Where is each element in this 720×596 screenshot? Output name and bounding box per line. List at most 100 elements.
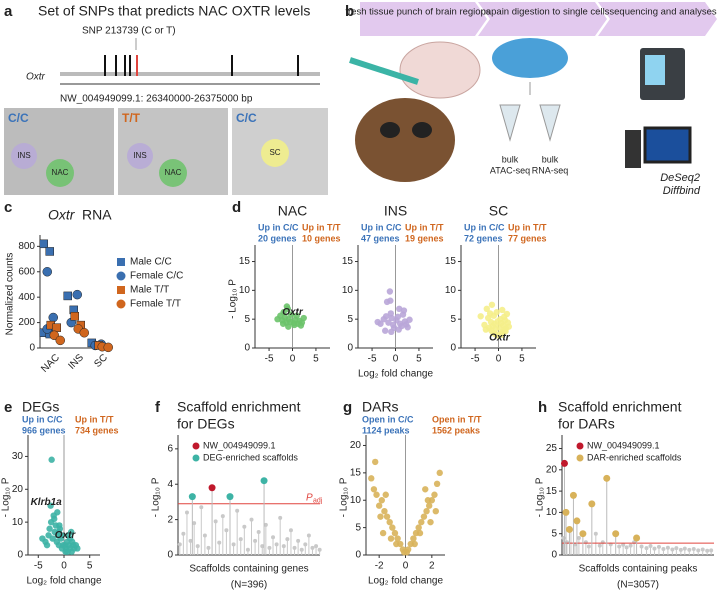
point bbox=[406, 316, 413, 323]
point bbox=[317, 547, 322, 552]
point bbox=[79, 328, 89, 338]
point bbox=[639, 544, 644, 549]
point bbox=[238, 537, 243, 542]
vole-eye bbox=[412, 122, 432, 138]
point bbox=[483, 305, 490, 312]
x-tick-label: 0 bbox=[61, 561, 67, 572]
region-label: SC bbox=[269, 148, 280, 157]
y-tick-label: 15 bbox=[546, 486, 558, 497]
brain bbox=[399, 41, 481, 99]
point bbox=[389, 524, 396, 531]
x-tick-label: -5 bbox=[471, 354, 480, 365]
point bbox=[42, 267, 52, 277]
point bbox=[280, 309, 287, 316]
y-tick-label: 20 bbox=[546, 464, 558, 475]
tube-label: RNA-seq bbox=[532, 165, 569, 175]
point bbox=[422, 486, 429, 493]
point bbox=[55, 528, 63, 536]
region bbox=[46, 159, 74, 187]
point bbox=[224, 528, 229, 533]
threshold-label: P bbox=[306, 492, 313, 503]
point-label: Oxtr bbox=[489, 332, 511, 343]
point bbox=[297, 322, 305, 329]
chart-title: Scaffold enrichment bbox=[558, 399, 682, 415]
x-axis-label: Log₂ fold change bbox=[358, 369, 433, 380]
x-axis-label: Scaffolds containing peaks bbox=[579, 564, 698, 575]
chart-title: for DARs bbox=[558, 416, 615, 432]
point bbox=[256, 530, 261, 534]
point bbox=[648, 544, 653, 549]
legend-label: NW_004949099.1 bbox=[587, 440, 660, 450]
x-tick-label: 5 bbox=[87, 561, 93, 572]
point bbox=[386, 288, 394, 295]
point bbox=[583, 540, 588, 545]
y-tick-label: 800 bbox=[18, 241, 35, 252]
region bbox=[159, 159, 187, 187]
point bbox=[670, 547, 675, 552]
point bbox=[432, 507, 439, 515]
point bbox=[420, 513, 428, 520]
note: Up in T/T bbox=[508, 222, 547, 232]
y-axis-label: - Log₁₀ P bbox=[151, 477, 162, 517]
note: 72 genes bbox=[464, 233, 503, 243]
step: fresh tissue punch of brain regions bbox=[345, 7, 490, 18]
y-tick-label: 2 bbox=[167, 514, 173, 525]
point bbox=[245, 547, 250, 552]
point bbox=[208, 484, 216, 492]
genotype: C/C bbox=[236, 111, 257, 125]
note: 19 genes bbox=[405, 233, 444, 243]
point-label: Oxtr bbox=[55, 530, 77, 541]
chart-title: Oxtr bbox=[48, 207, 76, 223]
point bbox=[661, 547, 666, 552]
note: Up in C/C bbox=[22, 414, 63, 424]
point bbox=[375, 502, 383, 509]
step-arrow bbox=[598, 2, 717, 36]
point bbox=[188, 493, 196, 501]
n-label: (N=396) bbox=[231, 580, 267, 591]
note: 1124 peaks bbox=[362, 425, 410, 435]
point bbox=[70, 311, 79, 321]
point bbox=[235, 508, 240, 513]
legend-label: DAR-enriched scaffolds bbox=[587, 452, 682, 462]
point bbox=[306, 533, 311, 538]
point bbox=[436, 469, 443, 477]
legend-marker bbox=[117, 286, 125, 294]
y-tick-label: 400 bbox=[18, 292, 35, 303]
point bbox=[387, 535, 395, 542]
point bbox=[274, 542, 279, 547]
point bbox=[617, 544, 622, 549]
point bbox=[177, 542, 182, 547]
point bbox=[411, 540, 418, 548]
point bbox=[656, 544, 661, 549]
point bbox=[383, 513, 391, 520]
point bbox=[633, 534, 641, 542]
point bbox=[253, 538, 258, 543]
chart-title: for DEGs bbox=[177, 416, 235, 432]
y-tick-label: 0 bbox=[167, 550, 173, 561]
point bbox=[377, 513, 384, 520]
x-tick-label: 0 bbox=[403, 561, 409, 572]
panel-b: b fresh tissue punch of brain regions pa… bbox=[345, 2, 717, 197]
x-tick-label: SC bbox=[92, 352, 110, 370]
point bbox=[433, 480, 441, 488]
genotype: C/C bbox=[8, 111, 29, 125]
note: 20 genes bbox=[258, 233, 297, 243]
step: sequencing and analyses bbox=[609, 7, 716, 18]
tube-label: bulk bbox=[502, 154, 519, 164]
point bbox=[588, 500, 596, 508]
note: 966 genes bbox=[22, 425, 66, 435]
point bbox=[418, 518, 425, 526]
y-axis-label: - Log₁₀ P bbox=[339, 477, 350, 517]
point bbox=[404, 324, 411, 331]
y-tick-label: 5 bbox=[244, 314, 250, 325]
point bbox=[45, 247, 54, 256]
point bbox=[423, 507, 430, 515]
region bbox=[127, 143, 153, 169]
y-tick-label: 5 bbox=[347, 314, 353, 325]
point bbox=[56, 522, 63, 529]
panel-label: e bbox=[4, 399, 12, 416]
tube bbox=[539, 104, 561, 142]
y-tick-label: 10 bbox=[546, 507, 558, 518]
point bbox=[400, 549, 408, 556]
x-tick-label: 5 bbox=[416, 354, 422, 365]
